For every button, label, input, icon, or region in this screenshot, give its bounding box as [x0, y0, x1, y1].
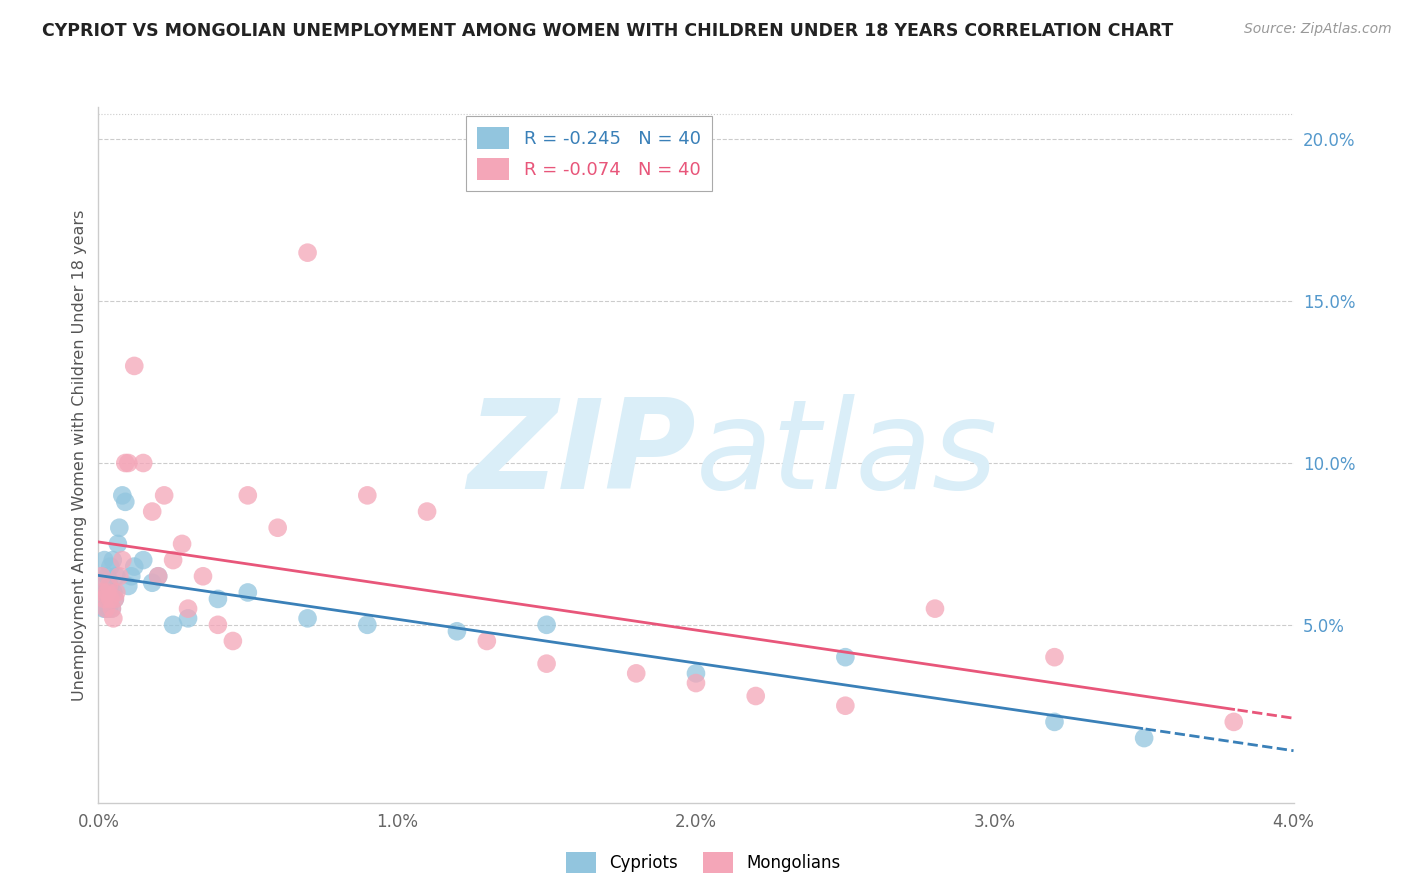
Point: [94, 585, 117, 599]
Point: [356, 617, 378, 632]
Point: [124, 559, 146, 574]
Point: [141, 504, 163, 518]
Point: [108, 569, 131, 583]
Point: [101, 601, 124, 615]
Point: [685, 676, 707, 690]
Point: [1043, 714, 1066, 729]
Point: [97, 601, 120, 615]
Text: atlas: atlas: [696, 394, 998, 516]
Point: [120, 569, 142, 583]
Point: [1043, 650, 1066, 665]
Point: [100, 585, 122, 599]
Point: [104, 591, 127, 606]
Point: [267, 521, 290, 535]
Point: [91, 585, 114, 599]
Point: [162, 553, 184, 567]
Point: [141, 575, 163, 590]
Point: [924, 601, 946, 615]
Point: [96, 585, 118, 599]
Point: [90, 569, 112, 583]
Point: [172, 537, 194, 551]
Point: [236, 488, 259, 502]
Point: [446, 624, 468, 639]
Point: [93, 601, 115, 615]
Point: [685, 666, 707, 681]
Y-axis label: Unemployment Among Women with Children Under 18 years: Unemployment Among Women with Children U…: [72, 210, 87, 700]
Point: [207, 591, 229, 606]
Point: [90, 569, 112, 583]
Point: [103, 611, 125, 625]
Point: [97, 591, 120, 606]
Point: [191, 569, 214, 583]
Point: [111, 488, 134, 502]
Point: [114, 456, 136, 470]
Point: [297, 611, 319, 625]
Point: [94, 601, 117, 615]
Point: [834, 698, 856, 713]
Point: [97, 579, 120, 593]
Text: ZIP: ZIP: [467, 394, 696, 516]
Point: [1222, 714, 1246, 729]
Point: [124, 359, 146, 373]
Point: [94, 601, 117, 615]
Point: [1133, 731, 1156, 745]
Point: [624, 666, 647, 681]
Point: [162, 617, 184, 632]
Point: [222, 634, 245, 648]
Point: [148, 569, 170, 583]
Point: [96, 585, 118, 599]
Legend: R = -0.245   N = 40, R = -0.074   N = 40: R = -0.245 N = 40, R = -0.074 N = 40: [465, 116, 711, 191]
Point: [148, 569, 170, 583]
Legend: Cypriots, Mongolians: Cypriots, Mongolians: [560, 846, 846, 880]
Point: [98, 579, 121, 593]
Point: [297, 245, 319, 260]
Text: CYPRIOT VS MONGOLIAN UNEMPLOYMENT AMONG WOMEN WITH CHILDREN UNDER 18 YEARS CORRE: CYPRIOT VS MONGOLIAN UNEMPLOYMENT AMONG …: [42, 22, 1174, 40]
Point: [93, 553, 115, 567]
Point: [416, 504, 439, 518]
Text: Source: ZipAtlas.com: Source: ZipAtlas.com: [1244, 22, 1392, 37]
Point: [536, 617, 558, 632]
Point: [96, 569, 118, 583]
Point: [745, 689, 768, 703]
Point: [103, 585, 125, 599]
Point: [101, 553, 124, 567]
Point: [114, 495, 136, 509]
Point: [117, 579, 139, 593]
Point: [132, 553, 155, 567]
Point: [207, 617, 229, 632]
Point: [177, 601, 200, 615]
Point: [536, 657, 558, 671]
Point: [98, 559, 122, 574]
Point: [101, 601, 124, 615]
Point: [91, 585, 114, 599]
Point: [108, 521, 131, 535]
Point: [104, 591, 127, 606]
Point: [111, 553, 134, 567]
Point: [93, 591, 115, 606]
Point: [153, 488, 176, 502]
Point: [834, 650, 856, 665]
Point: [177, 611, 200, 625]
Point: [356, 488, 378, 502]
Point: [107, 537, 129, 551]
Point: [117, 456, 139, 470]
Point: [105, 569, 128, 583]
Point: [105, 585, 128, 599]
Point: [236, 585, 259, 599]
Point: [132, 456, 155, 470]
Point: [475, 634, 498, 648]
Point: [98, 591, 122, 606]
